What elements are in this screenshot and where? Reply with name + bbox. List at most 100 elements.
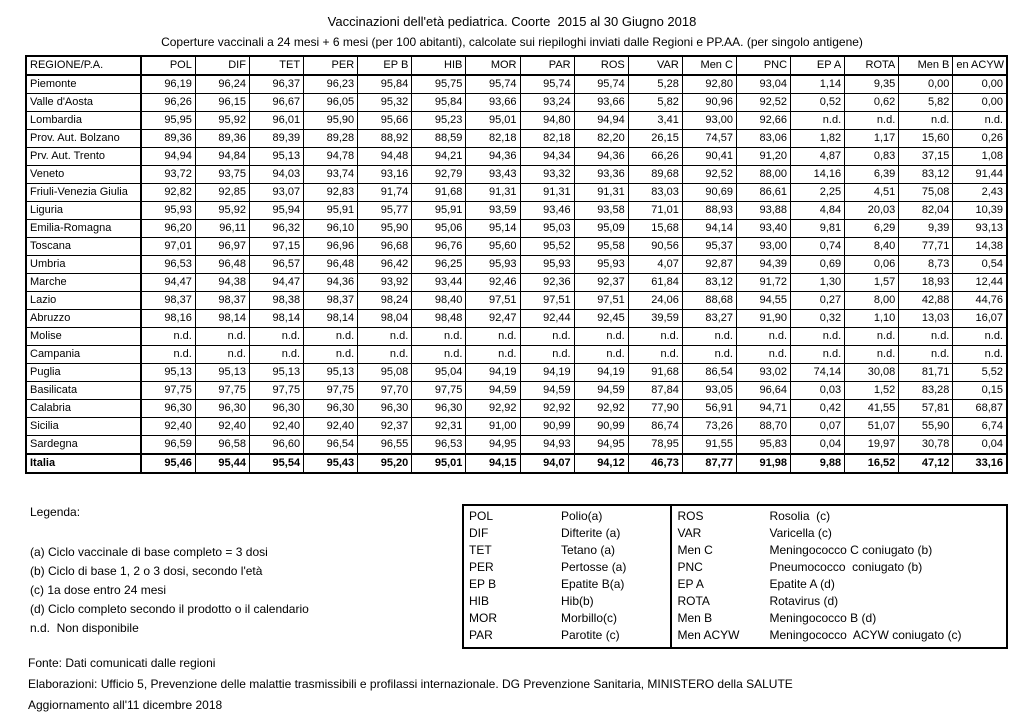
coverage-value-cell: 94,14 — [681, 219, 737, 238]
legend-note: (c) 1a dose entro 24 mesi — [30, 583, 167, 597]
coverage-value-cell: 93,05 — [681, 381, 737, 400]
table-row: Marche 94,47 94,38 94,47 94,36 93,92 93,44 92,4… — [25, 273, 1008, 292]
coverage-value-cell: 96,53 — [411, 435, 467, 455]
coverage-value-cell: 16,52 — [844, 453, 900, 474]
coverage-value-cell: n.d. — [952, 345, 1008, 364]
page-title: Vaccinazioni dell'età pediatrica. Coorte… — [327, 14, 697, 29]
coverage-value-cell: 97,75 — [303, 381, 359, 400]
coverage-value-cell: 97,75 — [248, 381, 305, 400]
coverage-value-cell: 95,90 — [303, 111, 359, 130]
coverage-value-cell: 96,96 — [303, 237, 359, 256]
coverage-value-cell: 92,37 — [357, 417, 413, 436]
coverage-value-cell: 97,75 — [140, 381, 196, 400]
coverage-value-cell: 44,76 — [952, 291, 1008, 310]
coverage-value-cell: 93,16 — [357, 165, 413, 184]
abbreviations-table: POL Polio(a) DIF Difterite (a) TET Tetano (a)… — [462, 504, 1008, 649]
coverage-value-cell: 91,68 — [627, 363, 683, 382]
column-header: PAR — [519, 55, 575, 76]
table-row: Sardegna 96,59 96,58 96,60 96,54 96,55 96,53 94… — [25, 435, 1008, 455]
region-name: Prv. Aut. Trento — [25, 147, 143, 166]
coverage-value-cell: 91,98 — [735, 453, 792, 474]
coverage-value-cell: 93,24 — [519, 93, 575, 112]
coverage-value-cell: 96,05 — [303, 93, 359, 112]
abbreviation-row: VAR Varicella (c) — [672, 525, 1006, 542]
coverage-value-cell: 9,35 — [844, 74, 900, 94]
column-header: Men C — [681, 55, 737, 76]
coverage-value-cell: 92,92 — [465, 399, 521, 418]
coverage-value-cell: 4,07 — [627, 255, 683, 274]
coverage-value-cell: n.d. — [681, 345, 737, 364]
coverage-value-cell: 90,96 — [681, 93, 737, 112]
coverage-value-cell: 95,91 — [411, 201, 467, 220]
column-header: en ACYW — [952, 55, 1008, 76]
coverage-value-cell: 96,30 — [357, 399, 413, 418]
abbreviation-row: POL Polio(a) — [464, 508, 670, 525]
abbreviation-row: Men C Meningococco C coniugato (b) — [672, 542, 1006, 559]
page-subtitle: Coperture vaccinali a 24 mesi + 6 mesi (… — [161, 35, 863, 49]
table-row: Campania n.d. n.d. n.d. n.d. n.d. n.d. n.d. n.d.… — [25, 345, 1008, 364]
coverage-value-cell: 15,68 — [627, 219, 683, 238]
coverage-value-cell: 92,79 — [411, 165, 467, 184]
abbreviation-description: Polio(a) — [561, 509, 603, 523]
coverage-value-cell: 0,27 — [790, 291, 846, 310]
coverage-value-cell: 98,14 — [194, 309, 250, 328]
coverage-value-cell: 96,54 — [303, 435, 359, 455]
legend-notes: (a) Ciclo vaccinale di base completo = 3… — [30, 543, 309, 638]
table-row: Toscana 97,01 96,97 97,15 96,96 96,68 96,76 95,… — [25, 237, 1008, 256]
coverage-value-cell: 82,20 — [573, 129, 629, 148]
coverage-value-cell: 96,30 — [248, 399, 305, 418]
coverage-value-cell: 94,95 — [465, 435, 521, 455]
coverage-value-cell: n.d. — [573, 327, 629, 346]
coverage-value-cell: 95,09 — [573, 219, 629, 238]
coverage-value-cell: 93,59 — [465, 201, 521, 220]
coverage-value-cell: 95,23 — [411, 111, 467, 130]
coverage-value-cell: 94,36 — [303, 273, 359, 292]
source-line: Fonte: Dati comunicati dalle regioni — [28, 656, 216, 670]
coverage-value-cell: 94,59 — [465, 381, 521, 400]
coverage-value-cell: 94,84 — [194, 147, 250, 166]
region-name: Valle d'Aosta — [25, 93, 143, 112]
coverage-value-cell: 12,44 — [952, 273, 1008, 292]
coverage-value-cell: 94,94 — [140, 147, 196, 166]
coverage-value-cell: 93,40 — [735, 219, 792, 238]
region-name: Friuli-Venezia Giulia — [25, 183, 143, 202]
column-header: PNC — [735, 55, 792, 76]
coverage-value-cell: n.d. — [952, 327, 1008, 346]
coverage-value-cell: 96,55 — [357, 435, 413, 455]
coverage-value-cell: n.d. — [627, 345, 683, 364]
coverage-value-cell: 95,93 — [140, 201, 196, 220]
coverage-value-cell: 37,15 — [898, 147, 954, 166]
coverage-value-cell: 0,00 — [952, 93, 1008, 112]
coverage-value-cell: 92,44 — [519, 309, 575, 328]
abbreviation-code: TET — [469, 543, 492, 557]
coverage-value-cell: 83,27 — [681, 309, 737, 328]
coverage-value-cell: 0,54 — [952, 255, 1008, 274]
coverage-value-cell: 13,03 — [898, 309, 954, 328]
legend-note: n.d. Non disponibile — [30, 621, 139, 635]
coverage-value-cell: 96,48 — [303, 255, 359, 274]
coverage-value-cell: 9,81 — [790, 219, 846, 238]
coverage-value-cell: 8,73 — [898, 255, 954, 274]
coverage-value-cell: 0,42 — [790, 399, 846, 418]
coverage-value-cell: 93,66 — [465, 93, 521, 112]
coverage-value-cell: 92,47 — [465, 309, 521, 328]
coverage-value-cell: 97,51 — [519, 291, 575, 310]
coverage-value-cell: 90,56 — [627, 237, 683, 256]
abbreviation-row: ROS Rosolia (c) — [672, 508, 1006, 525]
coverage-value-cell: 98,37 — [194, 291, 250, 310]
update-date-line: Aggiornamento all'11 dicembre 2018 — [28, 698, 223, 712]
region-name: Umbria — [25, 255, 143, 274]
coverage-value-cell: 0,26 — [952, 129, 1008, 148]
region-name: Lombardia — [25, 111, 143, 130]
coverage-value-cell: 94,95 — [573, 435, 629, 455]
coverage-value-cell: 91,68 — [411, 183, 467, 202]
coverage-value-cell: 92,87 — [681, 255, 737, 274]
abbreviation-description: Epatite A (d) — [769, 577, 835, 591]
coverage-value-cell: n.d. — [248, 345, 305, 364]
coverage-value-cell: 89,28 — [303, 129, 359, 148]
coverage-value-cell: 68,87 — [952, 399, 1008, 418]
coverage-value-cell: 96,37 — [248, 74, 305, 94]
coverage-value-cell: 98,37 — [303, 291, 359, 310]
table-row: Valle d'Aosta 96,26 96,15 96,67 96,05 95,32 95… — [25, 93, 1008, 112]
coverage-value-cell: 94,94 — [573, 111, 629, 130]
